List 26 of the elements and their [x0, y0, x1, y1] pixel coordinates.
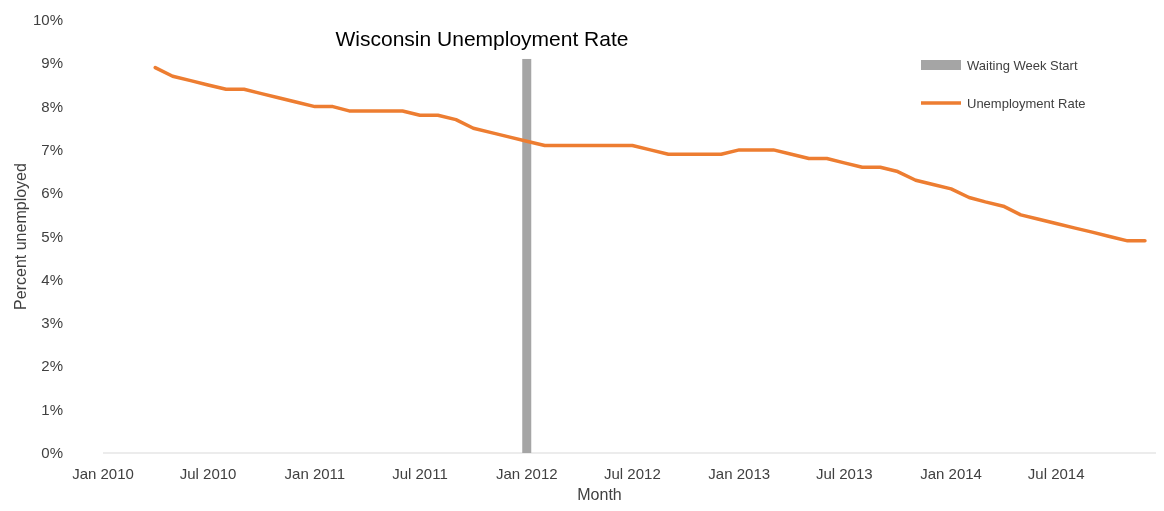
y-tick-label: 7% [41, 140, 63, 158]
y-tick-label: 0% [41, 444, 63, 461]
y-tick-label: 5% [41, 227, 63, 245]
x-tick-label: Jul 2011 [392, 465, 448, 482]
y-tick-label: 3% [41, 314, 63, 332]
x-tick-label: Jul 2014 [1027, 465, 1085, 482]
x-tick-label: Jul 2013 [815, 465, 873, 482]
y-tick-label: 6% [41, 184, 63, 202]
x-tick-label: Jan 2013 [708, 465, 771, 482]
x-tick-label: Jul 2012 [604, 465, 661, 482]
y-axis-title: Percent unemployed [12, 163, 29, 310]
y-tick-label: 2% [41, 357, 63, 375]
chart-title: Wisconsin Unemployment Rate [335, 27, 629, 50]
legend-label: Unemployment Rate [967, 95, 1086, 111]
x-tick-label: Jan 2011 [284, 465, 346, 482]
y-tick-label: 1% [41, 400, 63, 418]
y-tick-label: 10% [32, 11, 63, 28]
y-tick-label: 9% [41, 54, 63, 72]
y-tick-label: 8% [41, 97, 63, 115]
x-axis-title: Month [577, 486, 622, 503]
x-tick-label: Jan 2014 [920, 465, 982, 482]
y-tick-label: 4% [41, 270, 63, 288]
legend-label: Waiting Week Start [967, 57, 1078, 73]
x-tick-label: Jul 2010 [179, 465, 237, 482]
x-tick-label: Jan 2012 [495, 465, 558, 482]
x-tick-label: Jan 2010 [72, 465, 134, 482]
